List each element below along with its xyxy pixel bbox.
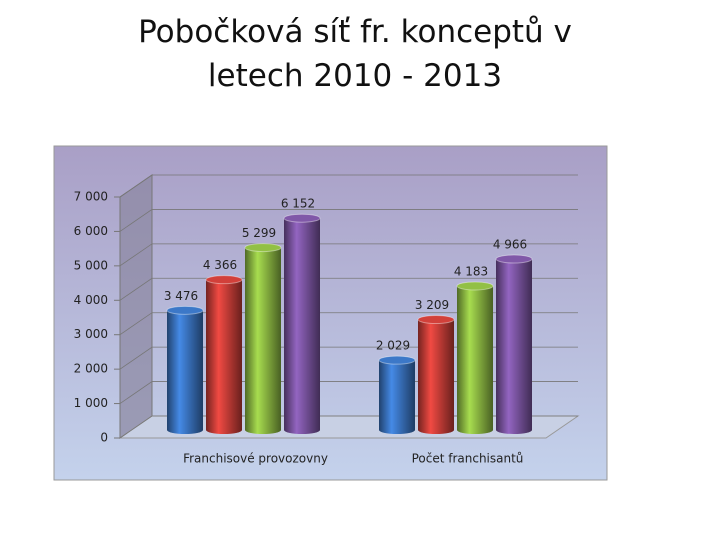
bar <box>496 259 532 430</box>
bar-top <box>495 254 533 264</box>
value-label: 3 209 <box>415 298 449 312</box>
bar-top <box>166 305 204 315</box>
bar-top <box>378 355 416 365</box>
y-tick-label: 2 000 <box>74 362 108 376</box>
bar <box>379 360 415 430</box>
side-wall <box>119 174 153 439</box>
y-tick-label: 0 <box>100 431 108 445</box>
value-label: 4 183 <box>454 264 488 278</box>
bar <box>167 310 203 430</box>
value-label: 3 476 <box>164 289 198 303</box>
bar <box>245 247 281 430</box>
bar-top <box>417 315 455 325</box>
y-tick-label: 7 000 <box>74 190 108 204</box>
y-tick-label: 1 000 <box>74 396 108 410</box>
grid-line <box>119 174 578 198</box>
x-tick-label: Počet franchisantů <box>412 452 524 466</box>
grid-line <box>119 277 578 301</box>
bar <box>284 218 320 430</box>
value-label: 6 152 <box>281 197 315 211</box>
value-label: 5 299 <box>242 226 276 240</box>
bar-top <box>244 243 282 253</box>
bar-top <box>205 275 243 285</box>
bar-top <box>283 213 321 223</box>
bar-top <box>456 281 494 291</box>
grid-line <box>119 209 578 232</box>
y-tick-label: 3 000 <box>74 327 108 341</box>
y-tick-label: 5 000 <box>74 258 108 272</box>
y-tick-label: 4 000 <box>74 293 108 307</box>
x-tick-label: Franchisové provozovny <box>183 452 328 466</box>
grid-line <box>119 312 578 336</box>
bar <box>206 279 242 430</box>
bar <box>418 319 454 430</box>
bar <box>457 285 493 430</box>
value-label: 4 366 <box>203 258 237 272</box>
grid-line <box>119 243 578 267</box>
value-label: 4 966 <box>493 238 527 252</box>
chart-title: Pobočková síť fr. konceptů v letech 2010… <box>138 14 572 94</box>
y-tick-label: 6 000 <box>74 224 108 238</box>
value-label: 2 029 <box>376 339 410 353</box>
